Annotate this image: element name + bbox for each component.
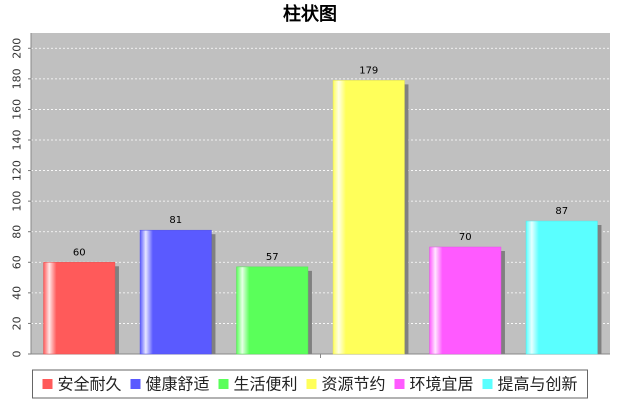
bar <box>139 229 212 355</box>
y-tick-label: 80 <box>11 225 24 239</box>
y-tick-label: 120 <box>11 160 24 181</box>
legend-swatch <box>42 379 53 389</box>
legend-swatch <box>306 379 317 389</box>
legend-label: 环境宜居 <box>410 375 474 394</box>
data-label: 81 <box>169 215 182 226</box>
bar <box>429 246 502 355</box>
data-label: 60 <box>73 247 86 258</box>
y-tick-label: 20 <box>11 316 24 330</box>
legend-label: 健康舒适 <box>146 375 210 394</box>
y-tick-label: 0 <box>11 351 24 358</box>
legend-swatch <box>482 379 493 389</box>
legend-label: 安全耐久 <box>58 375 122 394</box>
y-tick-label: 140 <box>11 130 24 151</box>
legend-label: 生活便利 <box>234 375 298 394</box>
plot-area: 0 20 40 60 80 100 120 140 160 180 200 60 81 57 179 70 87 <box>11 33 610 358</box>
bar <box>332 80 405 355</box>
data-label: 179 <box>359 65 378 76</box>
y-tick-label: 100 <box>11 191 24 212</box>
data-label: 70 <box>459 232 472 243</box>
bar <box>236 266 309 355</box>
legend: 安全耐久 健康舒适 生活便利 资源节约 环境宜居 提高与创新 <box>32 369 588 399</box>
legend-swatch <box>130 379 141 389</box>
y-tick-label: 200 <box>11 38 24 59</box>
chart-title: 柱状图 <box>283 3 337 25</box>
data-label: 87 <box>555 206 568 217</box>
y-tick-label: 40 <box>11 286 24 300</box>
legend-label: 资源节约 <box>322 375 386 394</box>
plot-background <box>31 33 610 354</box>
legend-swatch <box>394 379 405 389</box>
y-tick-label: 180 <box>11 68 24 89</box>
data-label: 57 <box>266 252 279 263</box>
bar <box>43 262 116 355</box>
legend-swatch <box>218 379 229 389</box>
y-tick-label: 160 <box>11 99 24 120</box>
legend-label: 提高与创新 <box>498 375 578 394</box>
y-tick-label: 60 <box>11 255 24 269</box>
bar <box>525 220 598 355</box>
